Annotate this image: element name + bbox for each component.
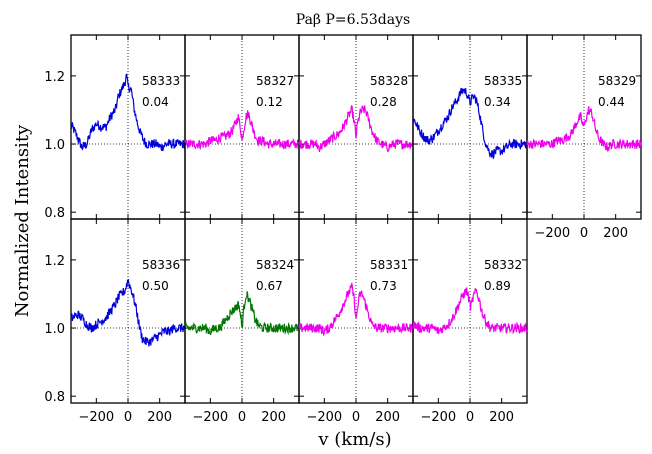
- y-tick-label: 0.8: [44, 206, 65, 221]
- spectrum-panel-58332: 58332 0.89 −200 0 200: [412, 218, 528, 425]
- x-tick-label: 0: [124, 410, 132, 425]
- x-tick-label: 0: [238, 410, 246, 425]
- spectrum-panel-58331: 58331 0.73 −200 0 200: [298, 218, 414, 425]
- phase-label: 0.04: [142, 95, 169, 109]
- x-tick-label: −200: [78, 410, 114, 425]
- y-axis-label: Normalized Intensity: [12, 124, 33, 317]
- mjd-label: 58332: [484, 258, 522, 272]
- mjd-label: 58324: [256, 258, 294, 272]
- x-tick-label: −200: [534, 226, 570, 241]
- phase-label: 0.73: [370, 279, 397, 293]
- spectrum-panel-58333: 58333 0.04 0.8 1.0 1.2: [44, 34, 186, 221]
- phase-label: 0.34: [484, 95, 511, 109]
- mjd-label: 58335: [484, 74, 522, 88]
- phase-label: 0.44: [598, 95, 625, 109]
- spectrum-panel-58327: 58327 0.12: [184, 34, 300, 220]
- x-tick-label: −200: [192, 410, 228, 425]
- phase-label: 0.50: [142, 279, 169, 293]
- x-tick-label: −200: [420, 410, 456, 425]
- x-tick-label: 0: [580, 226, 588, 241]
- spectrum-line-58328: [298, 105, 414, 153]
- figure-title: Paβ P=6.53days: [296, 12, 410, 28]
- mjd-label: 58329: [598, 74, 636, 88]
- spectrum-line-58329: [526, 106, 642, 152]
- x-tick-label: 0: [352, 410, 360, 425]
- spectrum-line-58335: [412, 87, 528, 160]
- spectrum-line-58333: [70, 73, 186, 152]
- spectrum-panel-58336: 58336 0.50 0.8 1.0 1.2 −200 0 200: [44, 218, 186, 425]
- spectrum-line-58324: [184, 291, 300, 336]
- spectrum-panel-58328: 58328 0.28: [298, 34, 414, 220]
- y-tick-label: 1.0: [44, 322, 65, 337]
- mjd-label: 58331: [370, 258, 408, 272]
- phase-label: 0.12: [256, 95, 283, 109]
- x-tick-label: 200: [147, 410, 172, 425]
- spectrum-panel-58324: 58324 0.67 −200 0 200: [184, 218, 300, 425]
- phase-label: 0.89: [484, 279, 511, 293]
- spectrum-line-58332: [412, 287, 528, 335]
- mjd-label: 58333: [142, 74, 180, 88]
- x-tick-label: 200: [603, 226, 628, 241]
- spectrum-line-58327: [184, 110, 300, 151]
- x-tick-label: 200: [489, 410, 514, 425]
- y-tick-label: 1.2: [44, 254, 65, 269]
- spectrum-line-58331: [298, 282, 414, 337]
- y-tick-label: 1.2: [44, 70, 65, 85]
- mjd-label: 58328: [370, 74, 408, 88]
- mjd-label: 58336: [142, 258, 180, 272]
- x-tick-label: −200: [306, 410, 342, 425]
- spectrum-panel-58329: 58329 0.44 −200 0 200: [526, 34, 642, 241]
- phase-label: 0.67: [256, 279, 283, 293]
- mjd-label: 58327: [256, 74, 294, 88]
- x-axis-label: v (km/s): [317, 429, 391, 450]
- spectrum-line-58336: [70, 278, 186, 347]
- y-tick-label: 0.8: [44, 390, 65, 405]
- x-tick-label: 200: [261, 410, 286, 425]
- spectrum-panel-58335: 58335 0.34: [412, 34, 528, 220]
- x-tick-label: 0: [466, 410, 474, 425]
- phase-label: 0.28: [370, 95, 397, 109]
- panel-grid: 58333 0.04 0.8 1.0 1.2 58327 0.12 58328 0.28 5833…: [44, 34, 642, 425]
- y-tick-label: 1.0: [44, 138, 65, 153]
- x-tick-label: 200: [375, 410, 400, 425]
